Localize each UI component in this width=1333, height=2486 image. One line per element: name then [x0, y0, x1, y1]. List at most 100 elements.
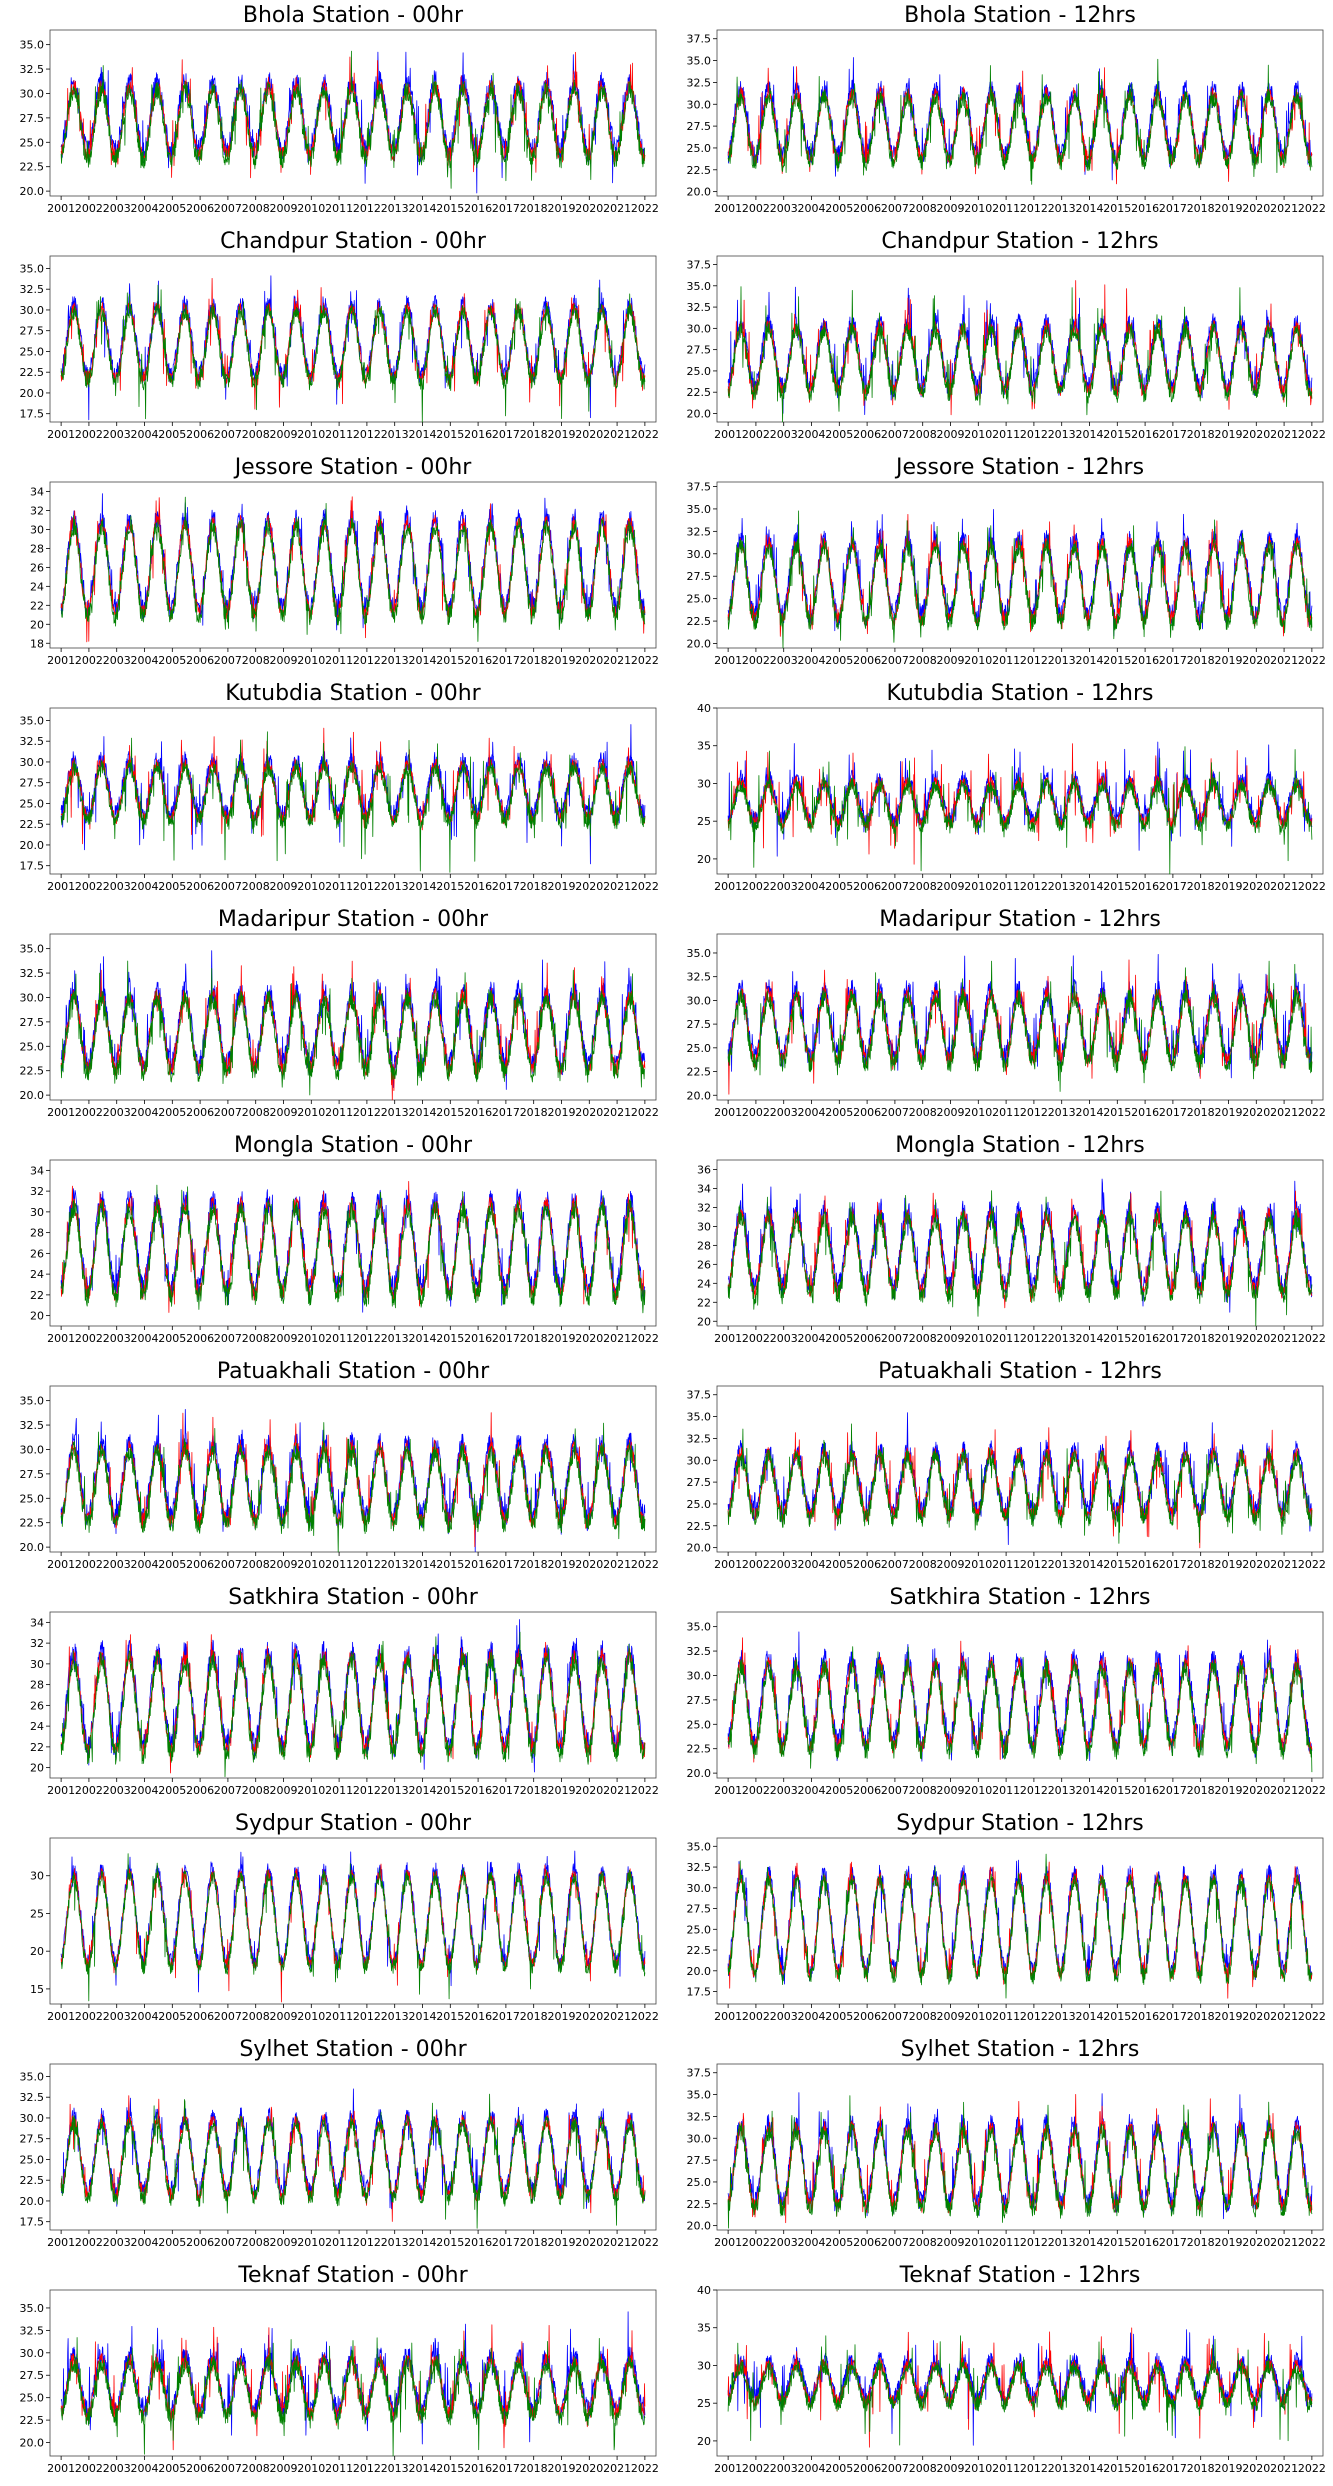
chart-svg: Jessore Station - 12hrs 20.0 22.5 25.0 27.5 3…: [687, 455, 1326, 667]
y-tick-label: 40: [697, 702, 711, 715]
x-tick-label: 2009: [270, 1558, 298, 1571]
x-tick-label: 2012: [353, 428, 381, 441]
x-tick-label: 2018: [1187, 2462, 1215, 2475]
x-tick-label: 2007: [881, 1106, 909, 1119]
y-tick-label: 20.0: [20, 1089, 45, 1102]
x-tick-label: 2006: [853, 1106, 881, 1119]
y-tick-label: 32.5: [20, 2091, 45, 2104]
x-tick-label: 2009: [937, 428, 965, 441]
series-line: [60, 1631, 646, 1778]
x-tick-label: 2017: [1159, 2010, 1187, 2023]
y-tick-label: 20: [30, 1762, 44, 1775]
x-tick-label: 2003: [770, 2010, 798, 2023]
series-line: [727, 1423, 1313, 1544]
y-tick-label: 35.0: [687, 1840, 712, 1853]
chart-panel: Sylhet Station - 12hrs 20.0 22.5 25.0 27.5 30…: [667, 2034, 1333, 2260]
series-line: [727, 286, 1313, 415]
x-tick-label: 2019: [547, 2236, 575, 2249]
x-tick-label: 2012: [353, 2010, 381, 2023]
x-tick-label: 2005: [158, 654, 186, 667]
y-tick-label: 22.5: [687, 1520, 712, 1533]
x-tick-label: 2017: [492, 1558, 520, 1571]
y-tick-label: 32: [30, 1637, 44, 1650]
x-tick-label: 2018: [520, 202, 548, 215]
x-tick-label: 2009: [937, 2010, 965, 2023]
x-tick-label: 2011: [325, 2462, 353, 2475]
x-tick-label: 2002: [75, 1106, 103, 1119]
axes-frame: [49, 1837, 657, 2005]
series-line: [727, 2329, 1313, 2446]
x-tick-label: 2001: [714, 1106, 742, 1119]
x-tick-label: 2015: [1103, 428, 1131, 441]
x-tick-label: 2004: [131, 1332, 159, 1345]
x-tick-label: 2001: [714, 654, 742, 667]
y-tick-label: 27.5: [20, 325, 45, 338]
x-tick-label: 2022: [1298, 654, 1326, 667]
x-tick-label: 2009: [270, 1106, 298, 1119]
x-tick-label: 2012: [353, 1332, 381, 1345]
x-tick-label: 2002: [75, 880, 103, 893]
x-tick-label: 2020: [1242, 1332, 1270, 1345]
x-tick-label: 2016: [1131, 2236, 1159, 2249]
x-tick-label: 2007: [881, 2236, 909, 2249]
x-tick-label: 2021: [1270, 880, 1298, 893]
chart-svg: Patuakhali Station - 12hrs 20.0 22.5 25.0 27…: [687, 1359, 1326, 1571]
y-tick-label: 25.0: [20, 1492, 45, 1505]
x-tick-label: 2005: [158, 2010, 186, 2023]
x-tick-label: 2006: [853, 2010, 881, 2023]
x-tick-label: 2008: [909, 2236, 937, 2249]
x-tick-label: 2005: [825, 1784, 853, 1797]
y-tick-label: 17.5: [20, 2216, 45, 2229]
y-tick-label: 25.0: [687, 593, 712, 606]
x-tick-label: 2022: [1298, 1784, 1326, 1797]
x-tick-label: 2003: [103, 1558, 131, 1571]
x-tick-label: 2013: [381, 1784, 409, 1797]
y-tick-label: 17.5: [687, 1986, 712, 1999]
x-tick-label: 2010: [964, 880, 992, 893]
x-tick-label: 2018: [1187, 1558, 1215, 1571]
y-tick-label: 27.5: [687, 570, 712, 583]
chart-svg: Kutubdia Station - 00hr 17.5 20.0 22.5 25.0 2…: [20, 681, 659, 893]
x-tick-label: 2020: [1242, 2010, 1270, 2023]
y-tick-label: 35: [697, 2322, 711, 2335]
x-tick-label: 2011: [992, 202, 1020, 215]
x-tick-label: 2018: [520, 1106, 548, 1119]
chart-panel: Jessore Station - 12hrs 20.0 22.5 25.0 27.5 3…: [667, 452, 1333, 678]
x-tick-label: 2001: [47, 1558, 75, 1571]
x-tick-label: 2022: [631, 1106, 659, 1119]
y-tick-label: 22.5: [687, 386, 712, 399]
series-line: [727, 1190, 1313, 1327]
x-tick-label: 2003: [103, 654, 131, 667]
x-tick-label: 2022: [631, 880, 659, 893]
x-tick-label: 2016: [464, 654, 492, 667]
x-tick-label: 2005: [825, 1106, 853, 1119]
chart-svg: Patuakhali Station - 00hr 20.0 22.5 25.0 27.…: [20, 1359, 659, 1571]
x-tick-label: 2014: [408, 1558, 436, 1571]
y-tick-label: 37.5: [687, 2067, 712, 2080]
y-tick-label: 35.0: [687, 55, 712, 68]
x-tick-label: 2013: [1048, 880, 1076, 893]
y-tick-label: 30: [697, 2359, 711, 2372]
x-tick-label: 2010: [297, 1106, 325, 1119]
x-tick-label: 2004: [798, 1558, 826, 1571]
x-tick-label: 2013: [381, 1332, 409, 1345]
x-tick-label: 2011: [325, 2010, 353, 2023]
axes-frame: [716, 481, 1324, 649]
x-tick-label: 2022: [631, 2462, 659, 2475]
x-tick-label: 2004: [131, 202, 159, 215]
x-tick-label: 2005: [825, 1332, 853, 1345]
x-tick-label: 2020: [575, 880, 603, 893]
chart-panel: Jessore Station - 00hr 18 20 22 24 26 28 30 32 34…: [0, 452, 666, 678]
y-tick-label: 22.5: [20, 2414, 45, 2427]
y-tick-label: 22: [30, 599, 44, 612]
series-line: [727, 514, 1313, 637]
x-tick-label: 2019: [1214, 202, 1242, 215]
chart-title: Sylhet Station - 00hr: [239, 2037, 467, 2062]
x-tick-label: 2007: [214, 1106, 242, 1119]
x-tick-label: 2018: [520, 2010, 548, 2023]
x-tick-label: 2016: [1131, 1784, 1159, 1797]
x-tick-label: 2010: [297, 2010, 325, 2023]
x-tick-label: 2013: [381, 1558, 409, 1571]
x-tick-label: 2005: [158, 2462, 186, 2475]
chart-title: Satkhira Station - 12hrs: [890, 1585, 1151, 1610]
